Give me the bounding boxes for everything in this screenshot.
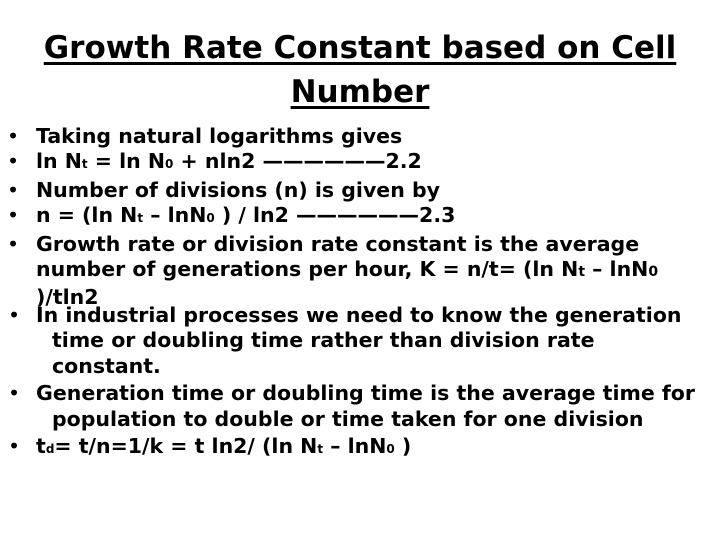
equation-subscript: t [137, 211, 144, 226]
bullet-dot-icon: • [7, 124, 20, 148]
bullet-item: • Number of divisions (n) is given by [0, 178, 720, 203]
bullet-item: • td= t/n=1/k = t ln2/ (ln Nt – lnN0 ) [0, 434, 720, 462]
equation-subscript: t [578, 264, 586, 281]
bullet-text: Generation time or doubling time is the … [36, 381, 695, 431]
equation-subscript: 0 [386, 442, 395, 457]
bullet-item: • n = (ln Nt – lnN0 ) / ln2 ——————2.3 [0, 203, 720, 231]
bullet-list: • Taking natural logarithms gives • ln N… [0, 124, 720, 311]
equation-subscript: t [81, 157, 88, 172]
equation-part: t [36, 434, 46, 459]
equation-part: ) / ln2 ——————2.3 [214, 203, 456, 228]
bullet-item: • In industrial processes we need to kno… [0, 303, 720, 379]
bullet-text: Taking natural logarithms gives [36, 124, 403, 148]
bullet-text: td= t/n=1/k = t ln2/ (ln Nt – lnN0 ) [36, 434, 708, 462]
equation-part: ) [394, 434, 412, 459]
bullet-dot-icon: • [7, 177, 20, 202]
bullet-text: In industrial processes we need to know … [36, 303, 682, 378]
equation-part: + nln2 ——————2.2 [173, 149, 422, 174]
bullet-dot-icon: • [7, 149, 20, 174]
bullet-item: • Growth rate or division rate constant … [0, 232, 720, 311]
bullet-text: Number of divisions (n) is given by [36, 177, 440, 202]
bullet-list: • In industrial processes we need to kno… [0, 303, 720, 462]
equation-part: n = (ln N [36, 203, 138, 228]
equation-subscript: 0 [206, 211, 215, 226]
bullet-text: ln Nt = ln N0 + nln2 ——————2.2 [36, 149, 708, 177]
bullet-item: • ln Nt = ln N0 + nln2 ——————2.2 [0, 149, 720, 177]
bullet-item: • Taking natural logarithms gives [0, 124, 720, 149]
equation-subscript: 0 [165, 157, 174, 172]
bullet-dot-icon: • [8, 434, 21, 459]
equation-part: – lnN [585, 257, 649, 282]
bullet-text: n = (ln Nt – lnN0 ) / ln2 ——————2.3 [36, 203, 708, 231]
bullet-dot-icon: • [7, 231, 20, 256]
slide-title: Growth Rate Constant based on Cell Numbe… [43, 30, 677, 110]
bullet-dot-icon: • [8, 381, 21, 406]
equation-part: Growth rate or division rate constant is… [36, 231, 640, 282]
equation-part: – lnN [323, 434, 387, 459]
bullet-text: Growth rate or division rate constant is… [36, 232, 708, 311]
equation-part: )/tln2 [36, 285, 99, 310]
equation-subscript: t [317, 442, 324, 457]
equation-part: = ln N [87, 149, 166, 174]
bullet-item: • Generation time or doubling time is th… [0, 381, 720, 432]
bullet-dot-icon: • [7, 203, 20, 228]
equation-part: ln N [36, 149, 82, 174]
equation-part: = t/n=1/k = t ln2/ (ln N [54, 434, 318, 459]
equation-part: – lnN [143, 203, 207, 228]
equation-subscript: d [45, 442, 55, 457]
bullet-dot-icon: • [8, 303, 21, 327]
equation-subscript: 0 [648, 264, 659, 281]
